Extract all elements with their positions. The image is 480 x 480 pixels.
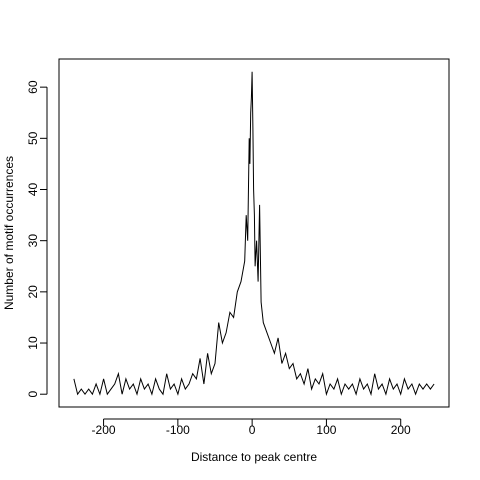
x-axis-title: Distance to peak centre bbox=[191, 450, 317, 464]
x-axis-ticks: -200 -100 0 100 200 bbox=[92, 419, 411, 437]
y-tick-label: 40 bbox=[26, 183, 40, 197]
y-tick-label: 20 bbox=[26, 285, 40, 299]
y-tick-label: 0 bbox=[26, 391, 40, 398]
x-tick-label: -100 bbox=[166, 423, 190, 437]
y-tick-label: 50 bbox=[26, 131, 40, 145]
x-tick-label: -200 bbox=[92, 423, 116, 437]
x-tick-label: 100 bbox=[316, 423, 336, 437]
plot-box bbox=[58, 58, 450, 408]
series-line bbox=[73, 71, 435, 397]
x-tick-label: 0 bbox=[249, 423, 256, 437]
y-tick-label: 10 bbox=[26, 336, 40, 350]
x-tick-label: 200 bbox=[391, 423, 411, 437]
y-tick-label: 30 bbox=[26, 234, 40, 248]
y-tick-label: 60 bbox=[26, 80, 40, 94]
y-axis-ticks: 0 10 20 30 40 50 60 bbox=[26, 80, 47, 398]
y-axis-title: Number of motif occurrences bbox=[2, 156, 16, 310]
